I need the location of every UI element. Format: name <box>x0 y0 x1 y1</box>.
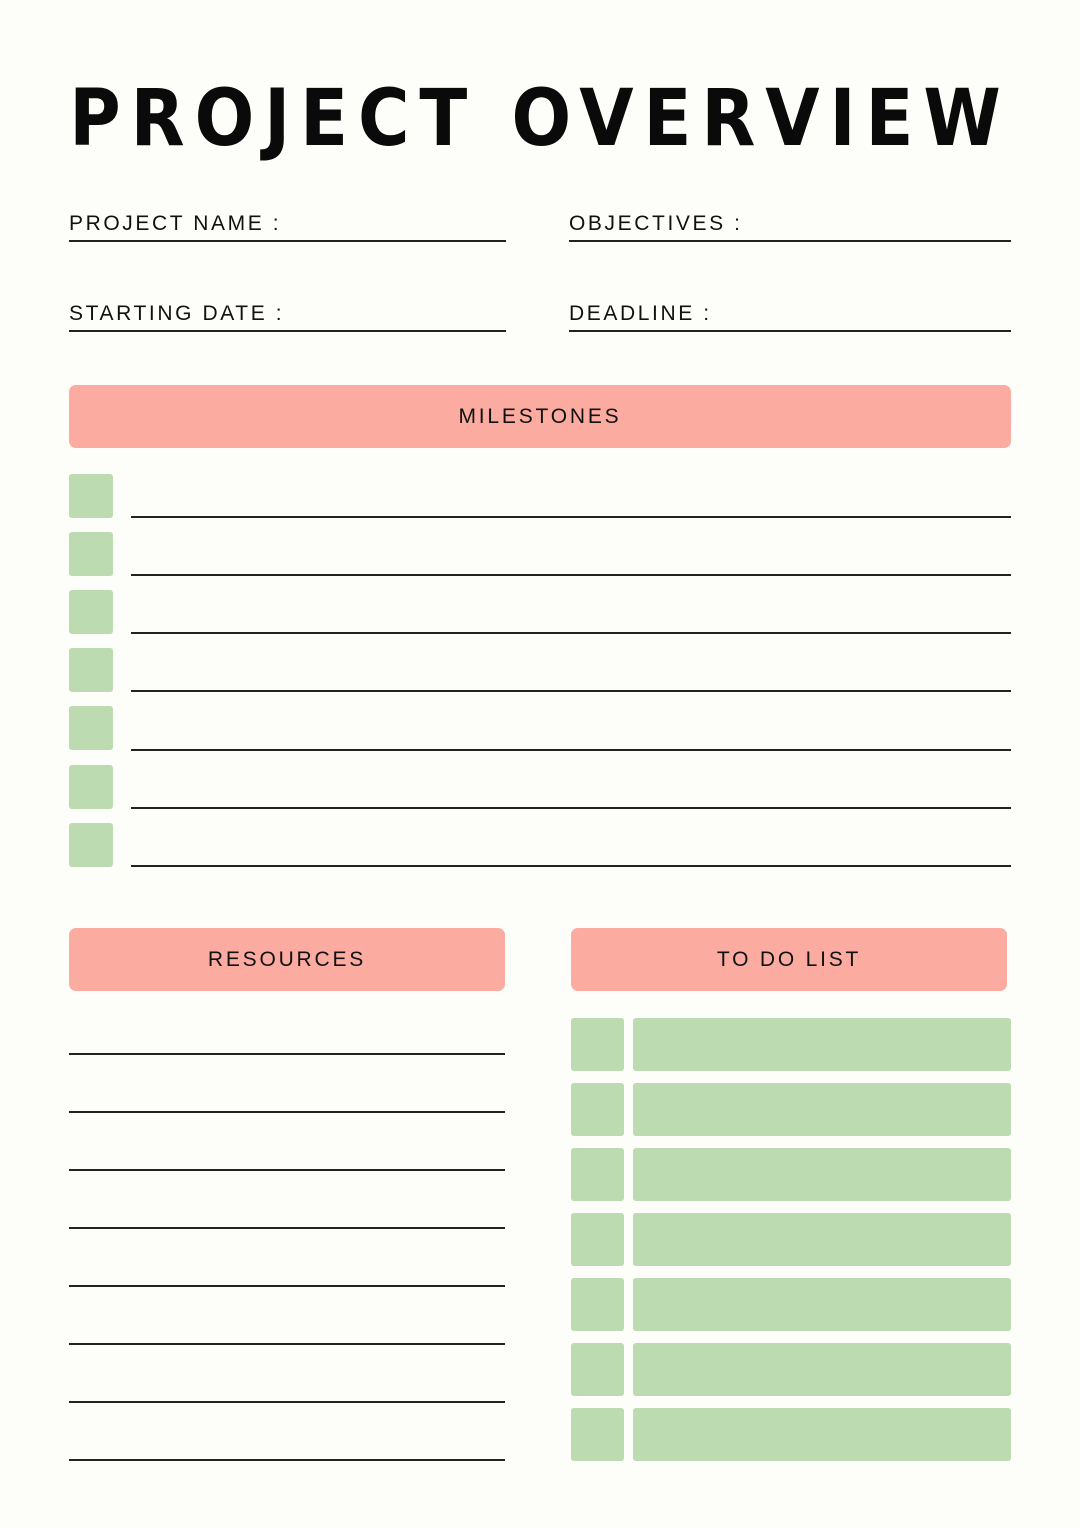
project-name-label: PROJECT NAME : <box>69 212 282 235</box>
milestone-checkbox[interactable] <box>69 648 113 692</box>
milestone-line[interactable] <box>131 632 1011 634</box>
todo-item[interactable] <box>633 1148 1011 1201</box>
project-name-field[interactable]: PROJECT NAME : <box>69 204 506 242</box>
milestone-line[interactable] <box>131 749 1011 751</box>
deadline-field[interactable]: DEADLINE : <box>569 294 1011 332</box>
milestone-line[interactable] <box>131 807 1011 809</box>
todo-checkbox[interactable] <box>571 1278 624 1331</box>
milestone-line[interactable] <box>131 690 1011 692</box>
milestones-header: MILESTONES <box>69 385 1011 448</box>
milestone-line[interactable] <box>131 865 1011 867</box>
resource-line[interactable] <box>69 1111 505 1113</box>
milestone-checkbox[interactable] <box>69 823 113 867</box>
milestone-checkbox[interactable] <box>69 474 113 518</box>
objectives-label: OBJECTIVES : <box>569 212 743 235</box>
resource-line[interactable] <box>69 1343 505 1345</box>
todo-item[interactable] <box>633 1213 1011 1266</box>
milestone-checkbox[interactable] <box>69 706 113 750</box>
resource-line[interactable] <box>69 1227 505 1229</box>
resource-line[interactable] <box>69 1459 505 1461</box>
todo-checkbox[interactable] <box>571 1408 624 1461</box>
milestone-checkbox[interactable] <box>69 590 113 634</box>
starting-date-field[interactable]: STARTING DATE : <box>69 294 506 332</box>
milestone-checkbox[interactable] <box>69 765 113 809</box>
todo-checkbox[interactable] <box>571 1018 624 1071</box>
resource-line[interactable] <box>69 1169 505 1171</box>
todo-header: TO DO LIST <box>571 928 1007 991</box>
todo-item[interactable] <box>633 1083 1011 1136</box>
resource-line[interactable] <box>69 1285 505 1287</box>
todo-item[interactable] <box>633 1343 1011 1396</box>
resources-header: RESOURCES <box>69 928 505 991</box>
todo-item[interactable] <box>633 1278 1011 1331</box>
milestone-line[interactable] <box>131 574 1011 576</box>
todo-checkbox[interactable] <box>571 1343 624 1396</box>
resource-line[interactable] <box>69 1401 505 1403</box>
deadline-label: DEADLINE : <box>569 302 712 325</box>
starting-date-label: STARTING DATE : <box>69 302 285 325</box>
resource-line[interactable] <box>69 1053 505 1055</box>
todo-item[interactable] <box>633 1408 1011 1461</box>
todo-item[interactable] <box>633 1018 1011 1071</box>
page-title: PROJECT OVERVIEW <box>69 74 1011 164</box>
milestone-line[interactable] <box>131 516 1011 518</box>
todo-checkbox[interactable] <box>571 1148 624 1201</box>
todo-checkbox[interactable] <box>571 1083 624 1136</box>
objectives-field[interactable]: OBJECTIVES : <box>569 204 1011 242</box>
milestone-checkbox[interactable] <box>69 532 113 576</box>
todo-checkbox[interactable] <box>571 1213 624 1266</box>
